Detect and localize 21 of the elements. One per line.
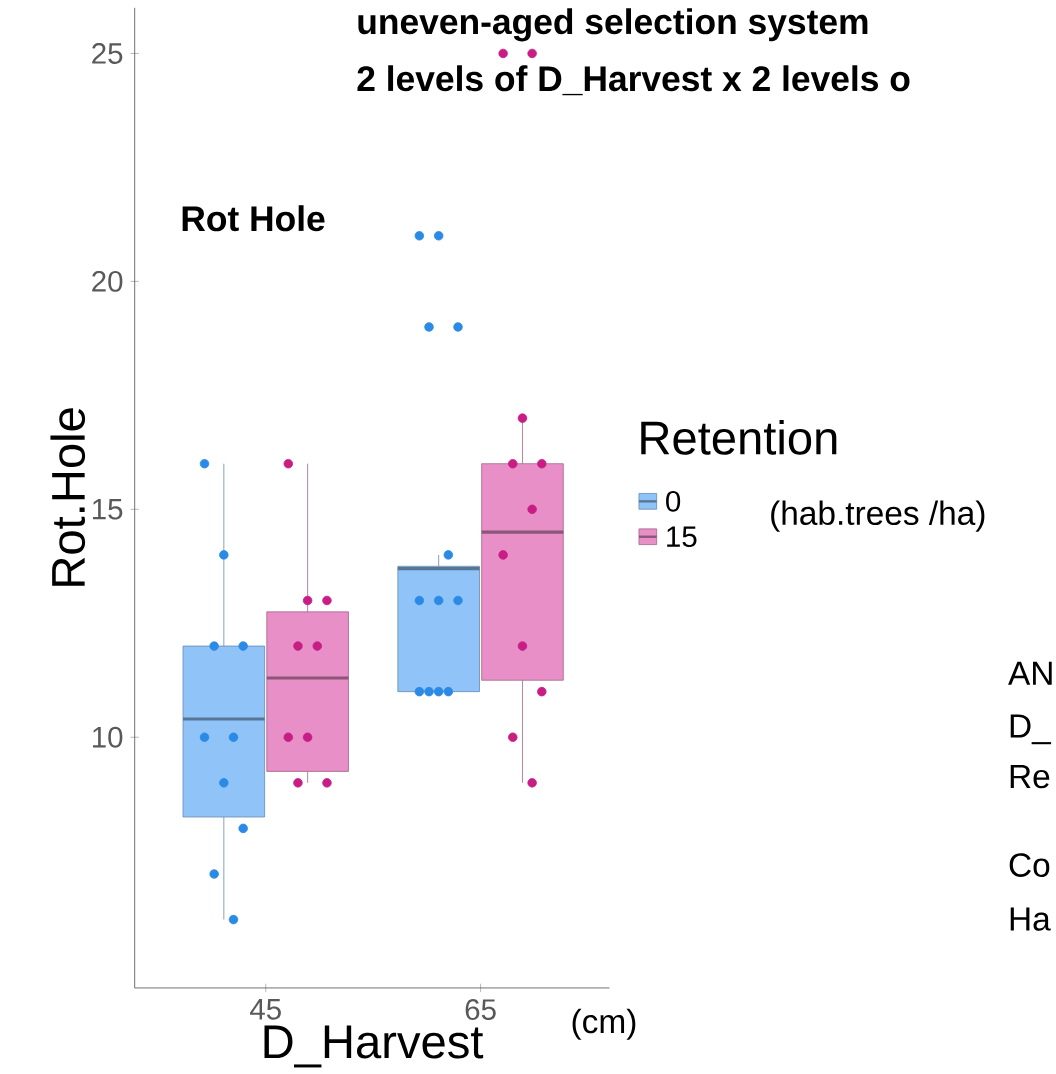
x-tick-label: 45 [250,999,282,1020]
y-axis-title: Rot.Hole [50,408,86,586]
x-tick-label: 65 [465,999,496,1020]
chart-title: uneven-aged selection system [358,8,868,42]
text: (cm) [572,1008,636,1040]
text: (hab.trees /ha) [771,500,985,532]
x-axis-title: D_Harvest [264,1025,484,1068]
text: D_ [1010,714,1052,745]
y-tick-label: 10 [93,726,123,748]
legend-label: 15 [667,526,697,548]
text: AN [1008,661,1052,685]
y-tick-label: 20 [92,270,123,292]
y-tick-label: 25 [92,43,123,64]
legend-label: 0 [666,490,681,512]
legend-title: Retention [641,420,837,455]
text: 2 levels of D_Harvest x 2 levels o [357,65,910,96]
y-tick-label: 15 [93,499,123,520]
text: Co [1009,853,1050,877]
annotation: Rot Hole [182,205,325,232]
text: Ha [1010,907,1051,931]
text: Re [1010,764,1050,789]
